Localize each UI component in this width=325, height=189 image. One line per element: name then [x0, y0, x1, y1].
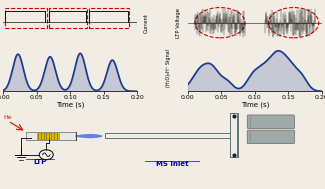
FancyBboxPatch shape — [26, 132, 75, 140]
Bar — [106, 134, 236, 138]
Text: LTP Voltage: LTP Voltage — [176, 8, 181, 38]
FancyBboxPatch shape — [247, 115, 294, 129]
Text: LTP: LTP — [33, 159, 46, 165]
Text: Current: Current — [144, 13, 149, 33]
FancyBboxPatch shape — [247, 130, 294, 144]
Polygon shape — [75, 135, 102, 138]
Text: MS Inlet: MS Inlet — [156, 161, 188, 167]
Polygon shape — [75, 135, 102, 138]
Bar — [105, 133, 237, 139]
X-axis label: Time (s): Time (s) — [56, 102, 84, 108]
FancyBboxPatch shape — [37, 133, 59, 139]
Bar — [230, 113, 239, 158]
Bar — [231, 114, 237, 157]
Text: He: He — [3, 115, 12, 120]
Text: (H₂O)ₙH⁺ Signal: (H₂O)ₙH⁺ Signal — [165, 49, 171, 87]
X-axis label: Time (s): Time (s) — [240, 102, 269, 108]
